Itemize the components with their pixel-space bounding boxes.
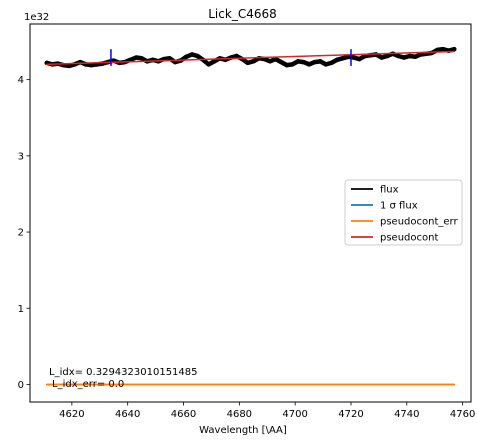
x-tick-label: 4700 — [282, 409, 307, 420]
legend-label-flux: flux — [380, 185, 399, 196]
flux-point — [345, 54, 351, 59]
flux-point — [306, 62, 312, 67]
flux-point — [435, 47, 440, 53]
x-tick-label: 4740 — [394, 409, 419, 420]
flux-point — [89, 62, 94, 68]
flux-point — [407, 53, 412, 59]
y-tick-label: 1 — [18, 304, 24, 315]
axes-frame — [29, 23, 472, 403]
flux-point — [189, 52, 195, 57]
legend-label-pseudocont: pseudocont — [380, 233, 438, 244]
series-pseudocont-line — [46, 50, 455, 66]
flux-point — [357, 56, 362, 62]
flux-point — [396, 53, 401, 59]
flux-point — [128, 57, 133, 63]
flux-point — [385, 53, 390, 59]
y-tick-label: 3 — [18, 151, 24, 162]
flux-point — [251, 59, 256, 64]
flux-point — [245, 60, 250, 66]
flux-point — [234, 53, 239, 59]
legend-label-1-flux: 1 σ flux — [380, 201, 418, 212]
flux-point — [334, 57, 340, 63]
flux-point — [212, 59, 217, 64]
chart-title: Lick_C4668 — [208, 7, 276, 21]
l-idx-annotation: L_idx= 0.3294323010151485 — [49, 367, 198, 378]
flux-point — [323, 62, 329, 67]
flux-point — [167, 56, 172, 61]
l-idx-err-annotation: L_idx_err= 0.0 — [52, 379, 124, 390]
flux-point — [206, 62, 211, 67]
y-offset-label: 1e32 — [24, 12, 49, 23]
x-tick-label: 4720 — [338, 409, 363, 420]
flux-point — [452, 46, 457, 52]
y-tick-label: 4 — [18, 75, 24, 86]
x-axis: 4620 4640 4660 4680 4700 4720 4740 4760 — [59, 402, 475, 420]
y-tick-label: 0 — [18, 380, 24, 391]
flux-point — [184, 54, 189, 59]
flux-point — [312, 59, 317, 65]
flux-point — [273, 56, 278, 62]
flux-point — [267, 59, 273, 64]
flux-point — [440, 46, 446, 52]
y-tick-label: 2 — [18, 228, 24, 239]
flux-point — [133, 55, 139, 60]
legend-label-pseudocont-err: pseudocont_err — [380, 217, 458, 228]
flux-point — [340, 56, 345, 61]
x-tick-label: 4620 — [59, 409, 84, 420]
flux-point — [379, 55, 384, 60]
x-tick-label: 4760 — [450, 409, 475, 420]
annotations: L_idx= 0.3294323010151485 L_idx_err= 0.0 — [49, 367, 198, 390]
x-tick-label: 4680 — [227, 409, 252, 420]
flux-point — [351, 55, 356, 60]
flux-point — [295, 59, 301, 64]
flux-point — [195, 53, 200, 59]
flux-point — [418, 52, 423, 57]
y-axis: 0 1 2 3 4 — [18, 75, 30, 391]
flux-point — [301, 59, 306, 65]
flux-point — [290, 62, 295, 67]
flux-point — [318, 59, 323, 64]
plot-area — [44, 46, 457, 386]
flux-point — [279, 59, 284, 65]
flux-point — [66, 63, 72, 69]
x-tick-label: 4640 — [115, 409, 140, 420]
flux-point — [329, 60, 334, 66]
x-tick-label: 4660 — [171, 409, 196, 420]
flux-point — [284, 62, 289, 68]
flux-point — [139, 56, 144, 61]
flux-point — [401, 55, 407, 60]
x-axis-label: Wavelength [\AA] — [199, 425, 287, 436]
legend: flux 1 σ flux pseudocont_err pseudocont — [344, 179, 463, 246]
legend-box — [344, 179, 463, 246]
flux-point — [412, 54, 418, 59]
